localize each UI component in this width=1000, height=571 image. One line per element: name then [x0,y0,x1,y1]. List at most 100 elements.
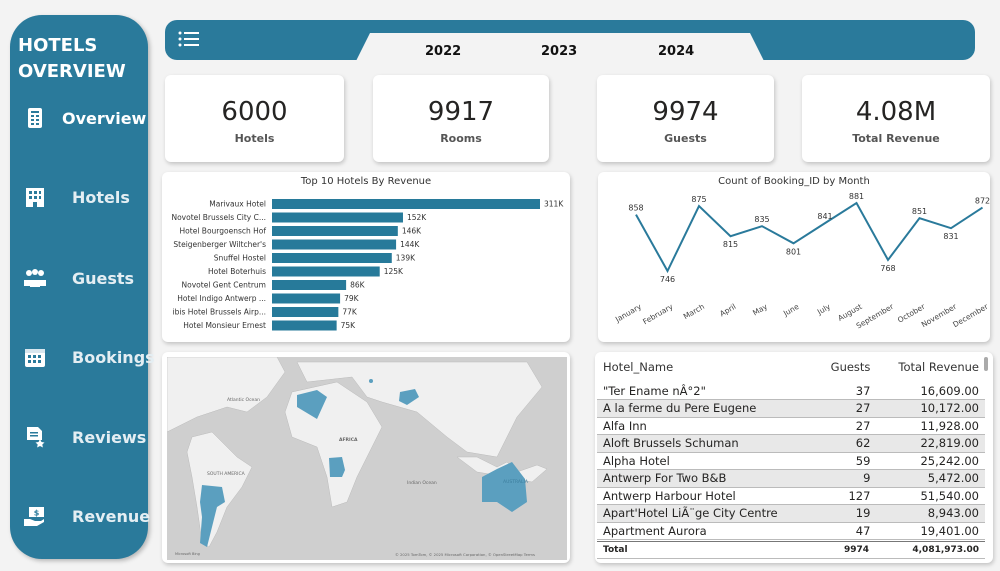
cell-hotel-name: "Ter Ename nÂ°2" [603,383,706,398]
kpi-value: 4.08M [855,97,937,127]
table-scrollbar[interactable] [984,357,988,371]
cell-revenue: 25,242.00 [920,453,979,468]
table-row[interactable]: Antwerp For Two B&B 9 5,472.00 [597,469,985,487]
table-row[interactable]: Apartment Aurora 47 19,401.00 [597,522,985,540]
cell-revenue: 51,540.00 [920,488,979,503]
column-header-hotel-name[interactable]: Hotel_Name [603,360,674,374]
line-data-label: 875 [691,195,706,204]
month-tick-label: March [682,302,707,321]
bar-data-label: 86K [350,281,366,290]
nav-reviews[interactable]: Reviews [10,422,148,452]
kpi-guests: 9974 Guests [597,75,774,162]
nav-label: Revenue [72,506,151,526]
cell-hotel-name: Apartment Aurora [603,523,707,538]
bar [272,280,347,290]
bar-chart-svg: Marivaux Hotel 311K Novotel Brussels City … [171,199,564,331]
year-tabs-background [350,33,770,73]
bookings-line-chart: Count of Booking_ID by Month 858 January 7… [598,172,990,342]
north-america-land [167,357,286,433]
bar-data-label: 79K [344,294,360,303]
hotels-table: Hotel_Name Guests Total Revenue "Ter Ena… [595,352,993,563]
australia-shape [482,462,527,512]
nav-revenue[interactable]: $ Revenue [10,501,151,531]
column-header-total-revenue[interactable]: Total Revenue [898,360,979,374]
bar-category-label: Steigenberger Wiltcher's [173,240,266,249]
cell-guests: 127 [848,488,871,503]
bar-data-label: 75K [341,321,357,330]
year-tab-2022[interactable]: 2022 [425,44,462,59]
month-tick-label: January [613,302,643,325]
nav-bookings[interactable]: Bookings [10,342,155,372]
nav-overview[interactable]: Overview [10,103,148,133]
bar-category-label: Novotel Gent Centrum [182,281,266,290]
bing-logo: Microsoft Bing [175,552,200,556]
angola-shape [329,457,345,477]
bar [272,239,397,250]
column-header-guests[interactable]: Guests [830,360,871,374]
kpi-value: 6000 [221,97,288,127]
top-hotels-bar-chart: Top 10 Hotels By Revenue Marivaux Hotel 3… [162,172,570,342]
total-label: Total [597,540,675,559]
kpi-value: 9917 [427,97,495,127]
people-icon [24,269,46,287]
cell-hotel-name: Antwerp Harbour Hotel [603,488,736,503]
line-series [635,201,984,274]
line-data-label: 746 [660,275,675,284]
title-line1: HOTELS [18,35,98,56]
month-tick-label: May [751,302,769,318]
cell-hotel-name: Alfa Inn [603,418,647,433]
list-icon[interactable] [178,30,200,48]
bar-category-label: Marivaux Hotel [209,200,266,209]
kpi-total-revenue: 4.08M Total Revenue [802,75,990,162]
cell-hotel-name: Aloft Brussels Schuman [603,436,739,451]
cell-hotel-name: Apart'Hotel LiÃ¨ge City Centre [603,506,778,521]
nav-label: Hotels [72,187,130,207]
eurasia-land [296,361,543,458]
total-guests: 9974 [675,540,875,559]
kpi-value: 9974 [652,97,719,127]
cell-revenue: 22,819.00 [920,436,979,451]
table-row[interactable]: A la ferme du Pere Eugene 27 10,172.00 [597,399,985,417]
nav-hotels[interactable]: Hotels [10,182,148,212]
cell-guests: 27 [855,401,871,416]
table-row[interactable]: Aloft Brussels Schuman 62 22,819.00 [597,434,985,452]
bar-category-label: Snuffel Hostel [214,254,266,263]
cell-guests: 19 [855,506,871,521]
kpi-label: Rooms [440,132,482,145]
map-label: Indian Ocean [407,480,437,486]
table-row[interactable]: Alpha Hotel 59 25,242.00 [597,452,985,470]
bar-data-label: 311K [544,200,564,209]
bar-category-label: Hotel Bourgoensch Hof [180,227,267,236]
line-data-label: 801 [786,247,801,256]
cell-hotel-name: Alpha Hotel [603,453,670,468]
world-map[interactable]: Atlantic Ocean AFRICA SOUTH AMERICA Indi… [167,357,567,560]
nav-guests[interactable]: Guests [10,263,148,293]
cell-hotel-name: Antwerp For Two B&B [603,471,727,486]
table-row[interactable]: Apart'Hotel LiÃ¨ge City Centre 19 8,943.00 [597,504,985,522]
year-tab-2024[interactable]: 2024 [658,44,695,59]
map-label: AUSTRALIA [503,479,529,485]
month-tick-label: December [951,301,990,329]
cell-guests: 62 [855,436,871,451]
bar [272,293,341,304]
map-label: SOUTH AMERICA [207,471,246,477]
bar-data-label: 125K [384,267,404,276]
cell-guests: 9 [863,471,871,486]
table-row[interactable]: Antwerp Harbour Hotel 127 51,540.00 [597,487,985,505]
line-data-label: 851 [912,207,927,216]
bar [272,212,403,223]
nav-label: Bookings [72,347,155,367]
month-tick-label: June [781,302,801,319]
table-row[interactable]: Alfa Inn 27 11,928.00 [597,417,985,435]
bar-data-label: 139K [396,254,416,263]
year-tab-2023[interactable]: 2023 [541,44,578,59]
month-tick-label: April [718,302,737,318]
kpi-rooms: 9917 Rooms [373,75,549,162]
line-data-label: 835 [754,215,769,224]
nav-label: Overview [62,108,147,128]
table-row[interactable]: "Ter Ename nÂ°2" 37 16,609.00 [597,382,985,400]
map-visual[interactable]: Atlantic Ocean AFRICA SOUTH AMERICA Indi… [162,352,570,563]
total-row: Total 9974 4,081,973.00 [597,540,985,559]
bar-data-label: 152K [407,213,427,222]
bar-data-label: 144K [400,240,420,249]
